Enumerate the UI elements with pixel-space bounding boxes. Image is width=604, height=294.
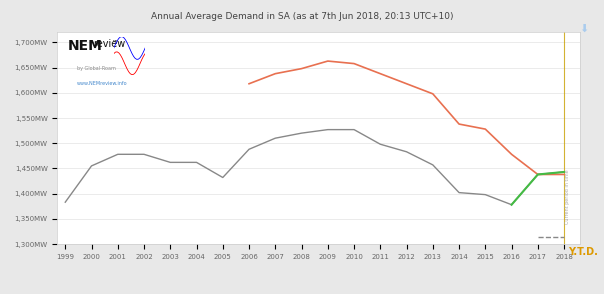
Text: Current period in time: Current period in time [565,169,570,224]
Text: Y.T.D.: Y.T.D. [568,247,598,257]
Text: www.NEMreview.info: www.NEMreview.info [77,81,128,86]
Text: ⬇: ⬇ [579,24,589,34]
Text: review: review [93,39,125,49]
Text: NEM: NEM [68,39,103,53]
Text: by Global-Roam: by Global-Roam [77,66,116,71]
Text: ™: ™ [112,39,119,45]
Text: Annual Average Demand in SA (as at 7th Jun 2018, 20:13 UTC+10): Annual Average Demand in SA (as at 7th J… [151,12,453,21]
